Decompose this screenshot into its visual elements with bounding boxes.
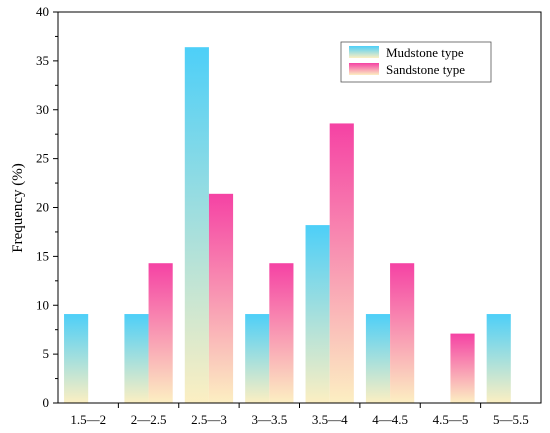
bar-sandstone-3	[269, 263, 294, 403]
x-tick-label-1: 2—2.5	[131, 412, 167, 427]
legend-swatch-mudstone	[349, 46, 379, 58]
x-tick-label-0: 1.5—2	[70, 412, 106, 427]
bar-sandstone-2	[208, 193, 234, 403]
y-tick-label-3: 15	[36, 248, 49, 263]
y-tick-label-1: 5	[43, 346, 50, 361]
x-tick-label-4: 3.5—4	[312, 412, 348, 427]
bar-mudstone-3	[245, 314, 270, 403]
x-tick-label-3: 3—3.5	[251, 412, 287, 427]
bar-sandstone-6	[450, 333, 475, 403]
bar-sandstone-4	[329, 123, 354, 403]
legend-label-mudstone: Mudstone type	[386, 45, 464, 60]
bar-mudstone-0	[64, 314, 89, 403]
bar-mudstone-1	[124, 314, 149, 403]
legend: Mudstone type Sandstone type	[340, 41, 492, 83]
x-tick-label-5: 4—4.5	[372, 412, 408, 427]
bars-layer	[64, 47, 511, 403]
y-tick-label-8: 40	[36, 4, 49, 19]
bar-mudstone-2	[184, 47, 209, 403]
y-axis-title: Frequency (%)	[10, 163, 26, 253]
y-tick-label-5: 25	[36, 151, 49, 166]
y-tick-label-0: 0	[43, 395, 50, 410]
bar-sandstone-5	[390, 263, 415, 403]
y-tick-label-2: 10	[36, 297, 49, 312]
y-tick-label-4: 20	[36, 200, 49, 215]
legend-swatch-sandstone	[349, 63, 379, 75]
bar-sandstone-1	[148, 263, 173, 403]
legend-label-sandstone: Sandstone type	[386, 62, 465, 77]
y-tick-label-6: 30	[36, 102, 49, 117]
bar-mudstone-4	[305, 225, 330, 403]
ticks-layer: 0 5 10 15 20 25 30 35 40 1.5—2 2—2.5 2.5—3 3—3.5 3.5—…	[36, 4, 529, 427]
x-tick-label-2: 2.5—3	[191, 412, 227, 427]
bar-mudstone-7	[486, 314, 511, 403]
y-tick-label-7: 35	[36, 53, 49, 68]
bar-mudstone-5	[365, 314, 391, 403]
x-tick-label-7: 5—5.5	[493, 412, 529, 427]
x-tick-label-6: 4.5—5	[433, 412, 469, 427]
